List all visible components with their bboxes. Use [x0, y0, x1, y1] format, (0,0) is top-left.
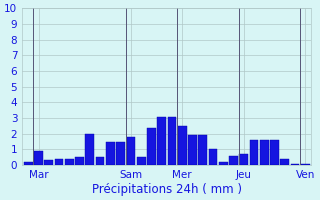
Bar	[147, 128, 156, 165]
Bar	[96, 157, 104, 165]
Bar	[291, 164, 300, 165]
Bar	[126, 137, 135, 165]
Bar	[239, 154, 248, 165]
Bar	[229, 156, 238, 165]
Bar	[106, 142, 115, 165]
Bar	[209, 149, 217, 165]
Bar	[85, 134, 94, 165]
X-axis label: Précipitations 24h ( mm ): Précipitations 24h ( mm )	[92, 183, 242, 196]
Bar	[198, 135, 207, 165]
Bar	[137, 157, 146, 165]
Bar	[65, 159, 74, 165]
Bar	[168, 117, 176, 165]
Bar	[24, 162, 33, 165]
Bar	[55, 159, 63, 165]
Bar	[44, 160, 53, 165]
Bar	[75, 157, 84, 165]
Bar	[270, 140, 279, 165]
Bar	[260, 140, 268, 165]
Bar	[219, 162, 228, 165]
Bar	[188, 135, 197, 165]
Bar	[178, 126, 187, 165]
Bar	[34, 151, 43, 165]
Bar	[250, 140, 258, 165]
Bar	[301, 164, 310, 165]
Bar	[116, 142, 125, 165]
Bar	[157, 117, 166, 165]
Bar	[280, 159, 289, 165]
